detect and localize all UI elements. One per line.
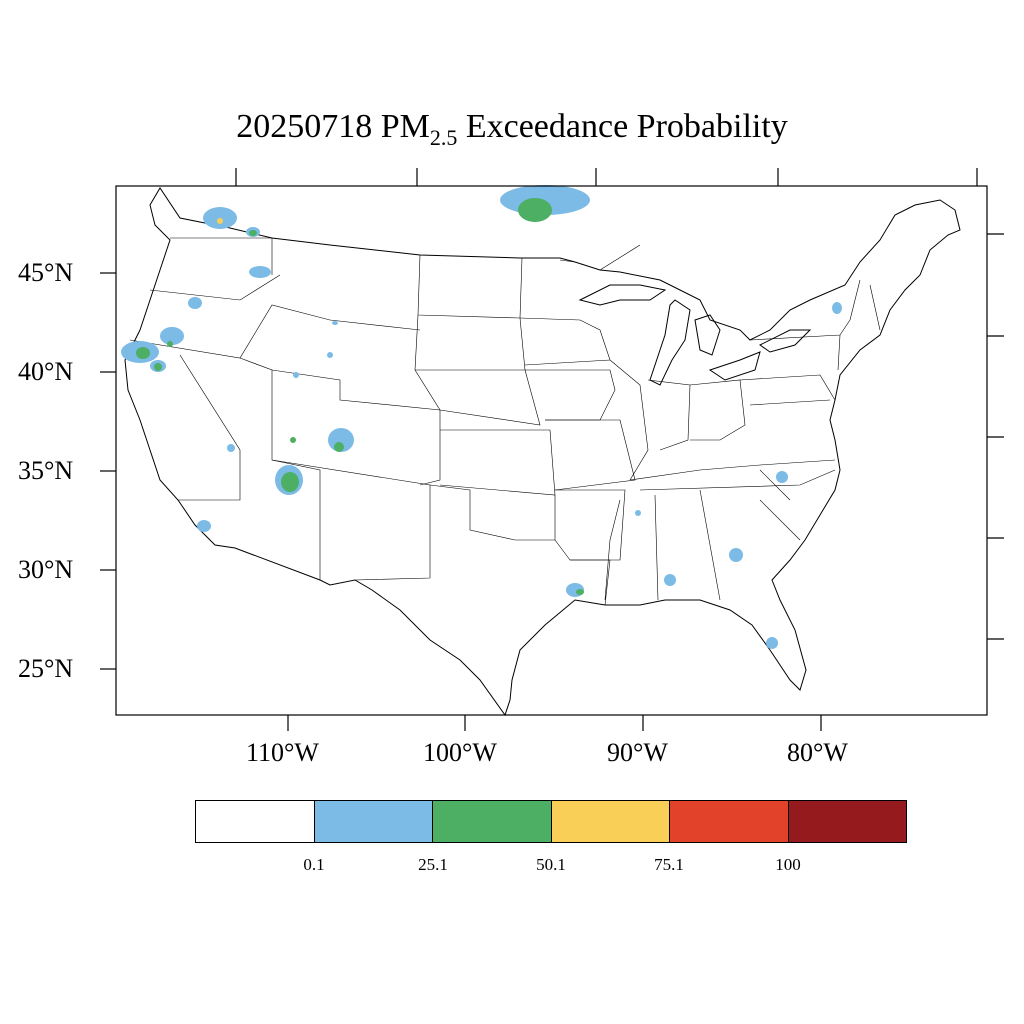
- right-ticks: [987, 233, 1004, 640]
- left-ticks: [100, 272, 116, 670]
- lon-label-90: 90°W: [607, 738, 668, 767]
- colorbar-swatch-5: [788, 801, 906, 842]
- lat-label-35: 35°N: [18, 456, 74, 485]
- colorbar-swatch-0: [196, 801, 315, 842]
- colorbar-swatch-2: [433, 801, 552, 842]
- colorbar: [195, 800, 907, 843]
- lat-label-30: 30°N: [18, 555, 74, 584]
- title-pm-sub: 2.5: [429, 124, 458, 150]
- prob-green-regions: [136, 198, 584, 595]
- us-outline: [124, 187, 961, 717]
- lon-label-110: 110°W: [246, 738, 319, 767]
- prob-yellow-regions: [217, 218, 223, 224]
- colorbar-swatch-3: [551, 801, 670, 842]
- lat-label-40: 40°N: [18, 357, 74, 386]
- state-borders: [129, 237, 881, 606]
- lat-label-45: 45°N: [18, 258, 74, 287]
- colorbar-swatch-1: [314, 801, 433, 842]
- colorbar-swatch-4: [670, 801, 789, 842]
- prob-blue-regions: [121, 185, 842, 649]
- title-pm: PM: [380, 108, 430, 145]
- lon-label-80: 80°W: [787, 738, 848, 767]
- colorbar-label-2: 50.1: [536, 855, 566, 874]
- colorbar-label-4: 100: [775, 855, 801, 874]
- map-frame: [115, 185, 988, 716]
- colorbar-label-1: 25.1: [418, 855, 448, 874]
- title-rest: Exceedance Probability: [465, 108, 788, 145]
- bottom-ticks: [287, 715, 822, 731]
- colorbar-label-3: 75.1: [654, 855, 684, 874]
- lon-label-100: 100°W: [423, 738, 497, 767]
- map-title: 20250718 PM2.5 Exceedance Probability: [0, 108, 1024, 151]
- great-lakes: [578, 284, 812, 386]
- lat-label-25: 25°N: [18, 654, 74, 683]
- title-date: 20250718: [236, 108, 373, 145]
- colorbar-label-0: 0.1: [303, 855, 325, 874]
- top-ticks: [235, 168, 978, 186]
